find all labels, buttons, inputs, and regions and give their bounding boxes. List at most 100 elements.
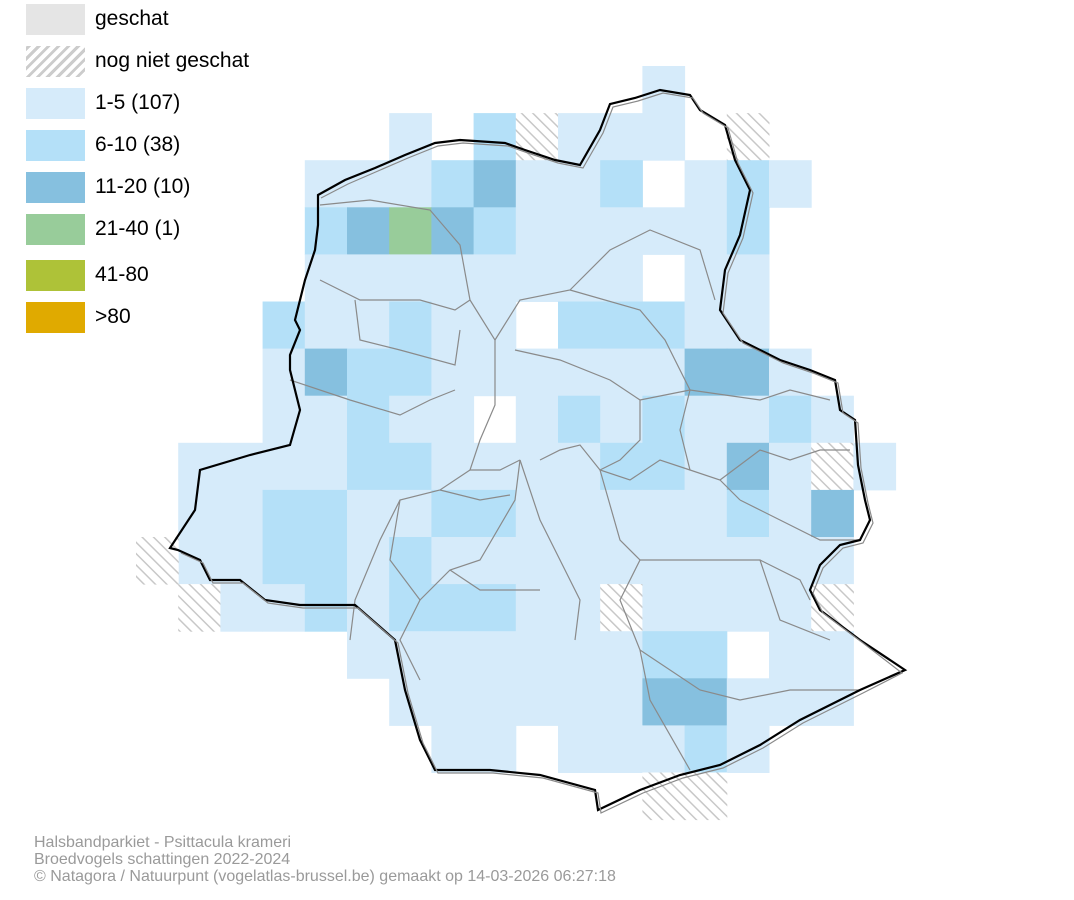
grid-cell xyxy=(684,160,728,208)
grid-cell xyxy=(600,678,643,726)
grid-cell xyxy=(431,489,475,538)
grid-cell xyxy=(515,631,559,679)
grid-cell xyxy=(389,537,432,585)
grid-cell xyxy=(642,537,686,585)
legend-label: 6-10 (38) xyxy=(95,133,181,156)
grid-cell xyxy=(347,395,390,444)
grid-cell xyxy=(642,584,686,632)
grid-cell xyxy=(304,395,348,444)
grid-cells xyxy=(136,66,897,821)
grid-cell xyxy=(347,489,390,538)
grid-cell-not-estimated xyxy=(178,584,221,632)
grid-cell xyxy=(558,725,601,773)
grid-cell xyxy=(684,395,728,444)
legend-label: 1-5 (107) xyxy=(95,91,181,114)
grid-cell xyxy=(347,348,390,397)
grid-cell xyxy=(220,489,264,538)
grid-cell xyxy=(431,348,475,397)
grid-cell xyxy=(600,537,643,585)
grid-cell xyxy=(515,395,559,444)
grid-cell xyxy=(811,631,854,679)
grid-cell xyxy=(431,678,475,726)
grid-cell xyxy=(558,113,601,161)
grid-cell xyxy=(473,254,517,302)
grid-cell xyxy=(558,301,601,350)
grid-cell xyxy=(347,207,390,255)
map-credits: Halsbandparkiet - Psittacula krameri Bro… xyxy=(34,834,616,885)
grid-cell xyxy=(811,395,854,444)
legend-swatch xyxy=(26,46,85,77)
grid-cell xyxy=(431,537,475,585)
grid-cell xyxy=(811,489,854,538)
grid-cell xyxy=(726,254,770,302)
grid-cell xyxy=(642,301,686,350)
grid-cell xyxy=(347,442,390,491)
legend-label: >80 xyxy=(95,305,131,328)
copyright-line: © Natagora / Natuurpunt (vogelatlas-brus… xyxy=(34,868,616,885)
legend-swatch xyxy=(26,88,85,119)
grid-cell xyxy=(389,631,432,679)
grid-cell xyxy=(684,725,728,773)
grid-cell-not-estimated xyxy=(515,113,559,161)
grid-cell xyxy=(600,725,643,773)
grid-cell xyxy=(431,631,475,679)
grid-cell xyxy=(558,489,601,538)
grid-cell xyxy=(684,678,728,726)
grid-cell xyxy=(558,160,601,208)
grid-cell xyxy=(304,489,348,538)
grid-cell xyxy=(558,254,601,302)
grid-cell xyxy=(515,537,559,585)
grid-cell-not-estimated xyxy=(600,584,643,632)
grid-cell xyxy=(600,348,643,397)
grid-cell xyxy=(431,254,475,302)
legend-label: geschat xyxy=(95,7,169,30)
grid-cell xyxy=(642,395,686,444)
grid-cell xyxy=(304,442,348,491)
grid-cell xyxy=(726,537,770,585)
grid-cell xyxy=(769,537,812,585)
dataset-name: Broedvogels schattingen 2022-2024 xyxy=(34,851,291,868)
grid-cell xyxy=(811,678,854,726)
grid-cell xyxy=(684,207,728,255)
region-boundary xyxy=(168,88,908,814)
legend-swatch xyxy=(26,172,85,203)
grid-cell xyxy=(347,631,390,679)
grid-cell xyxy=(515,254,559,302)
grid-cell xyxy=(431,301,475,350)
grid-cell xyxy=(431,584,475,632)
grid-cell xyxy=(558,678,601,726)
grid-cell xyxy=(726,395,770,444)
grid-cell xyxy=(389,254,432,302)
grid-cell xyxy=(558,631,601,679)
grid-cell xyxy=(642,348,686,397)
grid-cell xyxy=(558,207,601,255)
grid-cell xyxy=(726,725,770,773)
grid-cell xyxy=(684,537,728,585)
grid-cell xyxy=(684,631,728,679)
grid-cell-not-estimated xyxy=(811,584,854,632)
grid-cell xyxy=(473,160,517,208)
grid-cell xyxy=(389,207,432,255)
grid-cell xyxy=(473,113,517,161)
grid-cell xyxy=(684,348,728,397)
grid-cell xyxy=(473,207,517,255)
grid-cell xyxy=(684,584,728,632)
grid-cell xyxy=(473,442,517,491)
grid-cell xyxy=(347,254,390,302)
grid-cell xyxy=(558,537,601,585)
grid-cell xyxy=(262,348,306,397)
grid-cell xyxy=(769,395,812,444)
legend-swatch xyxy=(26,130,85,161)
grid-cell xyxy=(642,631,686,679)
grid-cell xyxy=(389,160,432,208)
grid-cell xyxy=(304,537,348,585)
grid-cell xyxy=(515,207,559,255)
legend-label: nog niet geschat xyxy=(95,49,250,72)
grid-cell-not-estimated xyxy=(684,772,728,821)
grid-cell xyxy=(304,160,348,208)
grid-cell xyxy=(304,207,348,255)
grid-cell xyxy=(642,207,686,255)
grid-cell xyxy=(431,442,475,491)
grid-cell xyxy=(515,160,559,208)
grid-cell xyxy=(515,489,559,538)
